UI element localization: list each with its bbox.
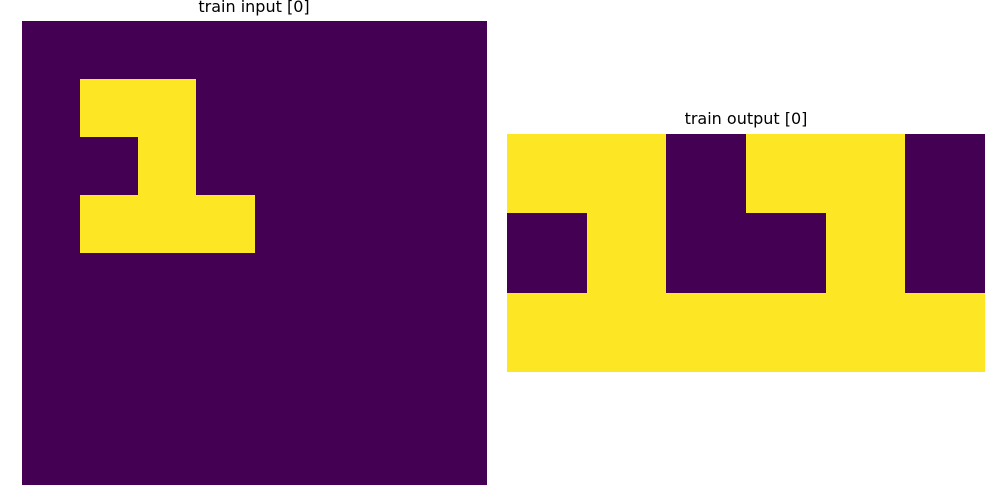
output-cell-r1-c0 (507, 213, 587, 293)
input-cell-r5-c0 (22, 311, 81, 369)
input-cell-r2-c5 (312, 137, 371, 195)
input-cell-r0-c0 (22, 21, 81, 79)
input-cell-r3-c1 (80, 195, 139, 253)
output-cell-r1-c4 (825, 213, 906, 293)
output-cell-r0-c2 (666, 134, 746, 214)
input-cell-r4-c4 (254, 253, 313, 311)
input-cell-r7-c1 (80, 427, 139, 485)
output-cell-r1-c5 (905, 213, 985, 293)
input-cell-r4-c3 (196, 253, 255, 311)
input-cell-r1-c0 (22, 79, 81, 137)
input-cell-r1-c5 (312, 79, 371, 137)
output-cell-r2-c3 (745, 292, 826, 372)
input-cell-r3-c6 (370, 195, 429, 253)
output-cell-r0-c1 (586, 134, 667, 214)
input-cell-r0-c7 (428, 21, 487, 79)
input-cell-r4-c1 (80, 253, 139, 311)
input-cell-r4-c6 (370, 253, 429, 311)
output-cell-r2-c2 (666, 292, 746, 372)
input-cell-r7-c6 (370, 427, 429, 485)
input-cell-r5-c5 (312, 311, 371, 369)
input-cell-r2-c0 (22, 137, 81, 195)
input-cell-r0-c2 (138, 21, 197, 79)
input-cell-r1-c4 (254, 79, 313, 137)
output-cell-r2-c4 (825, 292, 906, 372)
input-cell-r6-c0 (22, 369, 81, 427)
input-cell-r0-c6 (370, 21, 429, 79)
output-cell-r1-c3 (745, 213, 826, 293)
input-cell-r3-c4 (254, 195, 313, 253)
input-cell-r1-c6 (370, 79, 429, 137)
input-cell-r3-c2 (138, 195, 197, 253)
output-cell-r0-c4 (825, 134, 906, 214)
input-cell-r6-c4 (254, 369, 313, 427)
input-cell-r6-c7 (428, 369, 487, 427)
input-cell-r2-c3 (196, 137, 255, 195)
output-cell-r0-c3 (745, 134, 826, 214)
input-cell-r3-c7 (428, 195, 487, 253)
output-cell-r0-c0 (507, 134, 587, 214)
output-cell-r2-c1 (586, 292, 667, 372)
output-cell-r2-c0 (507, 292, 587, 372)
input-cell-r2-c6 (370, 137, 429, 195)
input-cell-r1-c7 (428, 79, 487, 137)
input-cell-r6-c6 (370, 369, 429, 427)
input-cell-r3-c5 (312, 195, 371, 253)
input-cell-r4-c5 (312, 253, 371, 311)
output-cell-r2-c5 (905, 292, 985, 372)
input-cell-r6-c2 (138, 369, 197, 427)
input-cell-r5-c1 (80, 311, 139, 369)
input-cell-r6-c1 (80, 369, 139, 427)
input-cell-r5-c3 (196, 311, 255, 369)
input-cell-r5-c6 (370, 311, 429, 369)
input-cell-r2-c4 (254, 137, 313, 195)
input-cell-r3-c3 (196, 195, 255, 253)
input-cell-r7-c3 (196, 427, 255, 485)
output-cell-r1-c2 (666, 213, 746, 293)
input-cell-r2-c1 (80, 137, 139, 195)
train-input-grid (22, 21, 487, 485)
output-cell-r0-c5 (905, 134, 985, 214)
train-output-title: train output [0] (684, 109, 808, 128)
input-cell-r7-c2 (138, 427, 197, 485)
input-cell-r4-c7 (428, 253, 487, 311)
input-cell-r1-c1 (80, 79, 139, 137)
input-cell-r7-c7 (428, 427, 487, 485)
input-cell-r6-c5 (312, 369, 371, 427)
input-cell-r0-c5 (312, 21, 371, 79)
train-input-title: train input [0] (198, 0, 310, 16)
input-cell-r7-c0 (22, 427, 81, 485)
input-cell-r0-c3 (196, 21, 255, 79)
train-output-grid (507, 134, 985, 372)
input-cell-r7-c4 (254, 427, 313, 485)
input-cell-r4-c0 (22, 253, 81, 311)
input-cell-r5-c7 (428, 311, 487, 369)
input-cell-r1-c3 (196, 79, 255, 137)
input-cell-r7-c5 (312, 427, 371, 485)
input-cell-r1-c2 (138, 79, 197, 137)
output-cell-r1-c1 (586, 213, 667, 293)
input-cell-r0-c4 (254, 21, 313, 79)
input-cell-r2-c7 (428, 137, 487, 195)
input-cell-r4-c2 (138, 253, 197, 311)
input-cell-r5-c2 (138, 311, 197, 369)
input-cell-r5-c4 (254, 311, 313, 369)
input-cell-r0-c1 (80, 21, 139, 79)
input-cell-r2-c2 (138, 137, 197, 195)
input-cell-r6-c3 (196, 369, 255, 427)
input-cell-r3-c0 (22, 195, 81, 253)
